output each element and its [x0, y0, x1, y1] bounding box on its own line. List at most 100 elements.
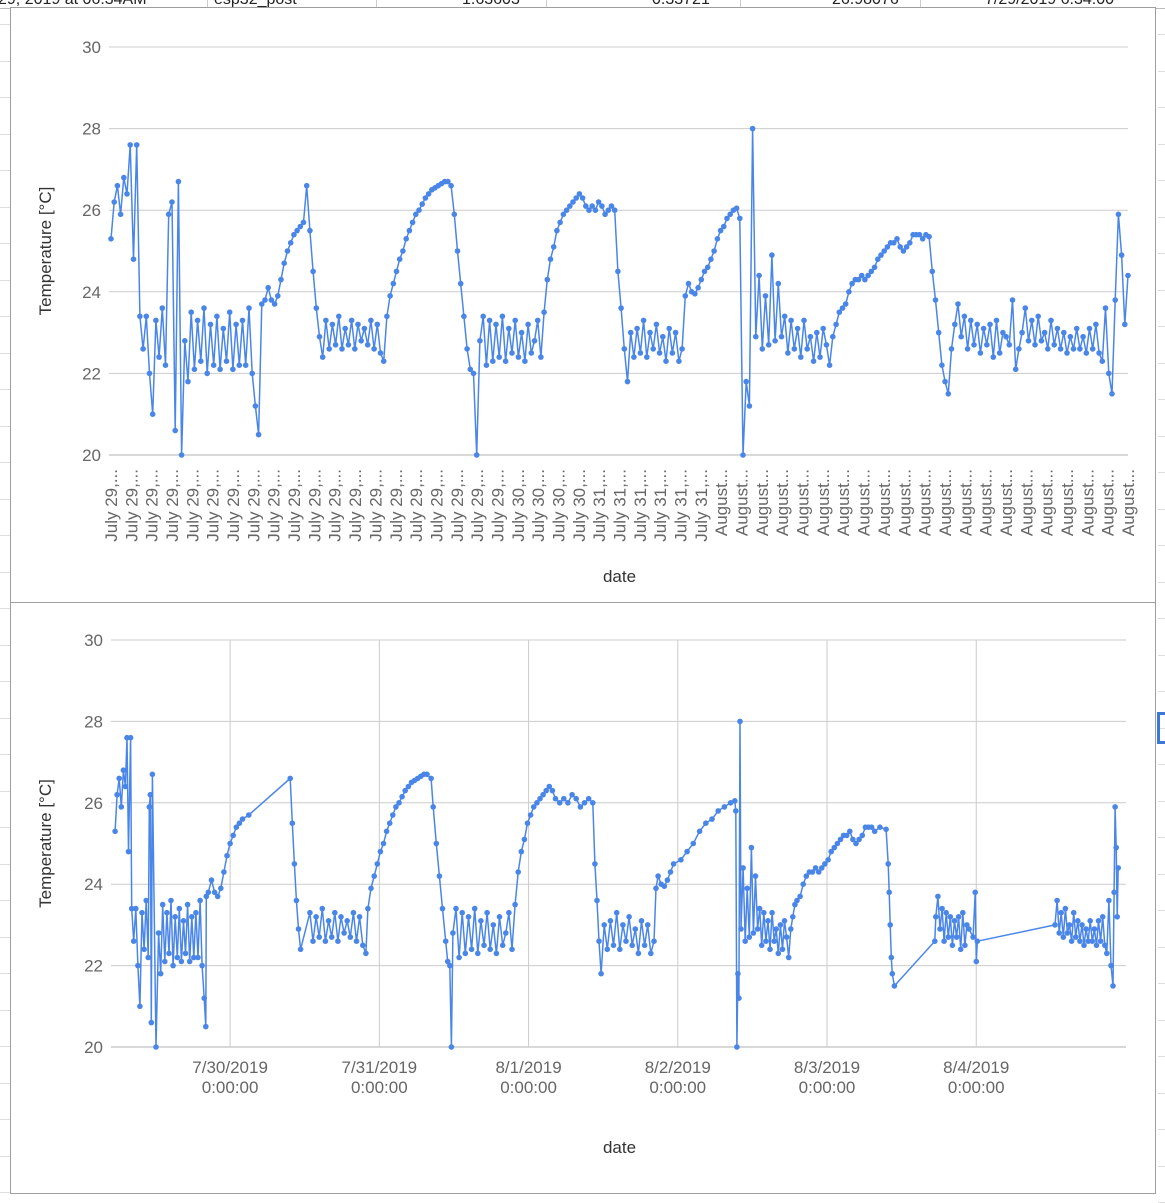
data-point [249, 370, 255, 377]
data-point [393, 268, 400, 275]
data-point [761, 909, 767, 916]
data-point [650, 346, 656, 352]
data-point [960, 909, 966, 916]
data-point [635, 950, 642, 957]
data-point [338, 914, 344, 920]
data-point [275, 293, 281, 299]
x-tick-label: July 30,... [529, 469, 548, 542]
column-divider [546, 0, 547, 8]
data-point [803, 873, 810, 879]
data-point [193, 909, 199, 916]
data-point [769, 252, 775, 258]
data-point [1025, 338, 1032, 344]
data-point [182, 950, 189, 957]
cell-event[interactable]: esp32_post [214, 0, 297, 8]
row-divider [0, 170, 10, 171]
cell-date[interactable]: 29, 2019 at 06:34AM [0, 0, 147, 8]
data-point [663, 358, 669, 365]
data-point [527, 812, 534, 818]
data-point [678, 857, 684, 863]
data-point [114, 182, 121, 189]
data-point [698, 276, 705, 283]
data-point [611, 207, 618, 213]
data-point [114, 791, 120, 798]
cell-value1[interactable]: 1.63603 [462, 0, 520, 8]
row-divider [0, 243, 10, 244]
data-point [325, 918, 332, 924]
data-point [744, 885, 750, 892]
data-point [598, 970, 604, 977]
data-point [185, 378, 191, 385]
data-point [512, 901, 518, 908]
data-point [608, 203, 615, 209]
row-divider [1158, 34, 1165, 35]
data-point [554, 227, 560, 234]
data-point [631, 354, 637, 360]
row-divider [1158, 618, 1165, 619]
data-point [949, 942, 956, 949]
x-tick-label: July 30,... [549, 469, 568, 542]
y-axis-title: Temperature [°C] [36, 779, 55, 908]
data-point [307, 909, 313, 916]
data-point [194, 317, 201, 324]
data-point [453, 905, 459, 912]
data-point [897, 244, 903, 250]
data-point [518, 329, 525, 336]
data-point [581, 800, 588, 806]
data-point [583, 203, 589, 209]
data-point [155, 930, 162, 936]
row-divider [1158, 363, 1165, 364]
selected-cell[interactable] [1157, 712, 1165, 744]
data-point [120, 767, 127, 773]
data-point [480, 313, 487, 320]
data-point [159, 901, 166, 908]
data-point [188, 309, 194, 316]
cell-value2[interactable]: 0.33721 [652, 0, 710, 8]
row-divider [1158, 472, 1165, 473]
data-point [116, 775, 122, 782]
x-tick-label: July 29,... [183, 469, 202, 542]
data-point [1077, 346, 1083, 352]
row-divider [1158, 1056, 1165, 1057]
data-point [883, 826, 889, 833]
data-point [828, 848, 834, 855]
data-point [1029, 317, 1035, 324]
data-point [903, 244, 910, 250]
data-point [1086, 325, 1093, 332]
data-point [490, 358, 496, 365]
data-point [990, 354, 997, 360]
x-tick-label: July 29,... [448, 469, 467, 542]
data-point [800, 881, 806, 887]
data-point [1051, 342, 1057, 348]
data-point [295, 926, 302, 932]
data-point [246, 305, 252, 311]
chart-categorical[interactable]: 20 22 24 26 28 30 July 29,... July 29,... July 2… [10, 7, 1156, 603]
row-divider [0, 718, 10, 719]
column-divider [207, 0, 208, 8]
data-point [374, 861, 381, 867]
data-point [916, 231, 923, 238]
x-tick-label: August... [834, 469, 853, 536]
data-point [355, 321, 361, 328]
data-point [1064, 350, 1070, 356]
x-tick-label: August... [936, 469, 955, 536]
cell-value3[interactable]: 26.98076 [832, 0, 899, 8]
data-point [332, 909, 338, 916]
data-point [326, 346, 333, 352]
chart-timeline[interactable]: 20 22 24 26 28 30 7/30/2019 0:00:00 7/31/2019 0:0… [10, 602, 1156, 1194]
data-point [648, 950, 654, 957]
data-point [682, 293, 689, 299]
data-point [399, 793, 405, 800]
data-point [174, 954, 181, 961]
data-point [396, 256, 403, 262]
data-point [456, 954, 462, 961]
data-point [1056, 930, 1062, 936]
data-point [509, 946, 515, 953]
cell-timestamp[interactable]: 7/29/2019 6:34:00 [985, 0, 1114, 8]
data-point [569, 791, 575, 798]
data-point [1075, 918, 1081, 924]
data-point [506, 909, 512, 916]
data-point [579, 195, 586, 201]
data-point [641, 942, 648, 949]
data-point [450, 930, 456, 936]
